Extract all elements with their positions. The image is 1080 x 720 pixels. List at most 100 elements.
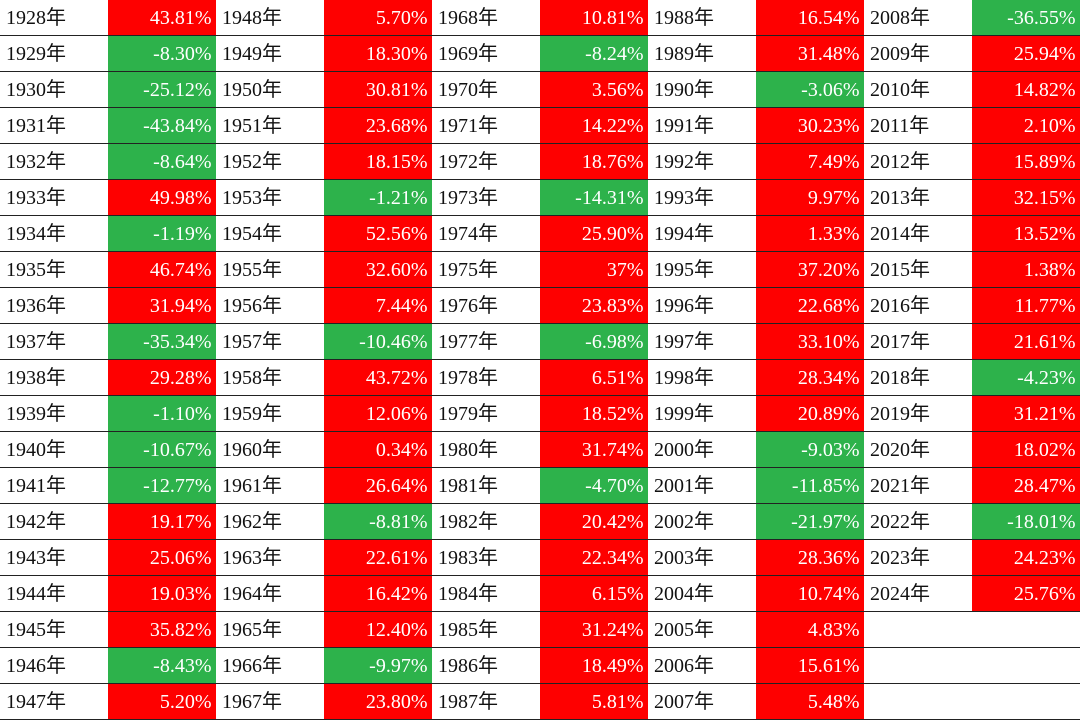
return-cell: 18.49% (540, 648, 649, 684)
return-cell: 32.60% (324, 252, 433, 288)
year-cell: 1958年 (216, 360, 325, 396)
year-cell: 2024年 (864, 576, 973, 612)
return-cell: -8.30% (108, 36, 217, 72)
year-cell: 1986年 (432, 648, 541, 684)
year-cell: 1933年 (0, 180, 109, 216)
empty-cell (864, 684, 973, 720)
empty-cell (864, 612, 973, 648)
year-cell: 1979年 (432, 396, 541, 432)
return-cell: -9.03% (756, 432, 865, 468)
return-cell: 13.52% (972, 216, 1080, 252)
return-cell: 18.52% (540, 396, 649, 432)
year-cell: 1968年 (432, 0, 541, 36)
return-cell: 22.68% (756, 288, 865, 324)
return-cell: 35.82% (108, 612, 217, 648)
return-cell: 23.68% (324, 108, 433, 144)
year-cell: 2021年 (864, 468, 973, 504)
year-cell: 1976年 (432, 288, 541, 324)
year-cell: 1934年 (0, 216, 109, 252)
return-cell: -4.70% (540, 468, 649, 504)
return-cell: 5.20% (108, 684, 217, 720)
return-cell: -8.24% (540, 36, 649, 72)
return-cell: 10.74% (756, 576, 865, 612)
return-cell: 30.81% (324, 72, 433, 108)
year-cell: 1956年 (216, 288, 325, 324)
return-cell: -9.97% (324, 648, 433, 684)
year-cell: 1950年 (216, 72, 325, 108)
year-cell: 1974年 (432, 216, 541, 252)
year-cell: 1994年 (648, 216, 757, 252)
year-cell: 1942年 (0, 504, 109, 540)
year-cell: 2005年 (648, 612, 757, 648)
year-cell: 1962年 (216, 504, 325, 540)
return-cell: -1.21% (324, 180, 433, 216)
return-cell: 28.36% (756, 540, 865, 576)
return-cell: -14.31% (540, 180, 649, 216)
return-cell: 52.56% (324, 216, 433, 252)
year-cell: 1957年 (216, 324, 325, 360)
year-cell: 2006年 (648, 648, 757, 684)
return-cell: -11.85% (756, 468, 865, 504)
return-cell: 15.61% (756, 648, 865, 684)
year-cell: 2020年 (864, 432, 973, 468)
year-cell: 1951年 (216, 108, 325, 144)
return-cell: 43.72% (324, 360, 433, 396)
return-cell: -43.84% (108, 108, 217, 144)
return-cell: -12.77% (108, 468, 217, 504)
return-cell: 31.24% (540, 612, 649, 648)
return-cell: 23.80% (324, 684, 433, 720)
year-cell: 1984年 (432, 576, 541, 612)
return-cell: 1.33% (756, 216, 865, 252)
return-cell: 5.81% (540, 684, 649, 720)
year-cell: 2017年 (864, 324, 973, 360)
return-cell: -8.64% (108, 144, 217, 180)
return-cell: 0.34% (324, 432, 433, 468)
empty-cell (972, 684, 1080, 720)
return-cell: 43.81% (108, 0, 217, 36)
return-cell: 49.98% (108, 180, 217, 216)
year-cell: 1995年 (648, 252, 757, 288)
year-cell: 1991年 (648, 108, 757, 144)
year-cell: 1938年 (0, 360, 109, 396)
year-cell: 2001年 (648, 468, 757, 504)
empty-cell (972, 648, 1080, 684)
return-cell: -10.67% (108, 432, 217, 468)
year-cell: 2011年 (864, 108, 973, 144)
return-cell: 16.54% (756, 0, 865, 36)
return-cell: -21.97% (756, 504, 865, 540)
year-cell: 1989年 (648, 36, 757, 72)
return-cell: 25.94% (972, 36, 1080, 72)
year-cell: 1937年 (0, 324, 109, 360)
return-cell: 12.06% (324, 396, 433, 432)
return-cell: -6.98% (540, 324, 649, 360)
year-cell: 1965年 (216, 612, 325, 648)
year-cell: 1990年 (648, 72, 757, 108)
return-cell: 31.48% (756, 36, 865, 72)
year-cell: 2003年 (648, 540, 757, 576)
year-cell: 1941年 (0, 468, 109, 504)
return-cell: 22.61% (324, 540, 433, 576)
return-cell: 28.47% (972, 468, 1080, 504)
year-cell: 1963年 (216, 540, 325, 576)
return-cell: 29.28% (108, 360, 217, 396)
year-cell: 2010年 (864, 72, 973, 108)
year-cell: 1998年 (648, 360, 757, 396)
year-cell: 1955年 (216, 252, 325, 288)
year-cell: 2014年 (864, 216, 973, 252)
year-cell: 1952年 (216, 144, 325, 180)
year-cell: 1975年 (432, 252, 541, 288)
year-cell: 1970年 (432, 72, 541, 108)
return-cell: -36.55% (972, 0, 1080, 36)
return-cell: 19.17% (108, 504, 217, 540)
return-cell: -4.23% (972, 360, 1080, 396)
year-cell: 2015年 (864, 252, 973, 288)
return-cell: 6.15% (540, 576, 649, 612)
year-cell: 1971年 (432, 108, 541, 144)
return-cell: 46.74% (108, 252, 217, 288)
return-cell: 32.15% (972, 180, 1080, 216)
year-cell: 1972年 (432, 144, 541, 180)
year-cell: 1935年 (0, 252, 109, 288)
return-cell: 3.56% (540, 72, 649, 108)
year-cell: 1987年 (432, 684, 541, 720)
